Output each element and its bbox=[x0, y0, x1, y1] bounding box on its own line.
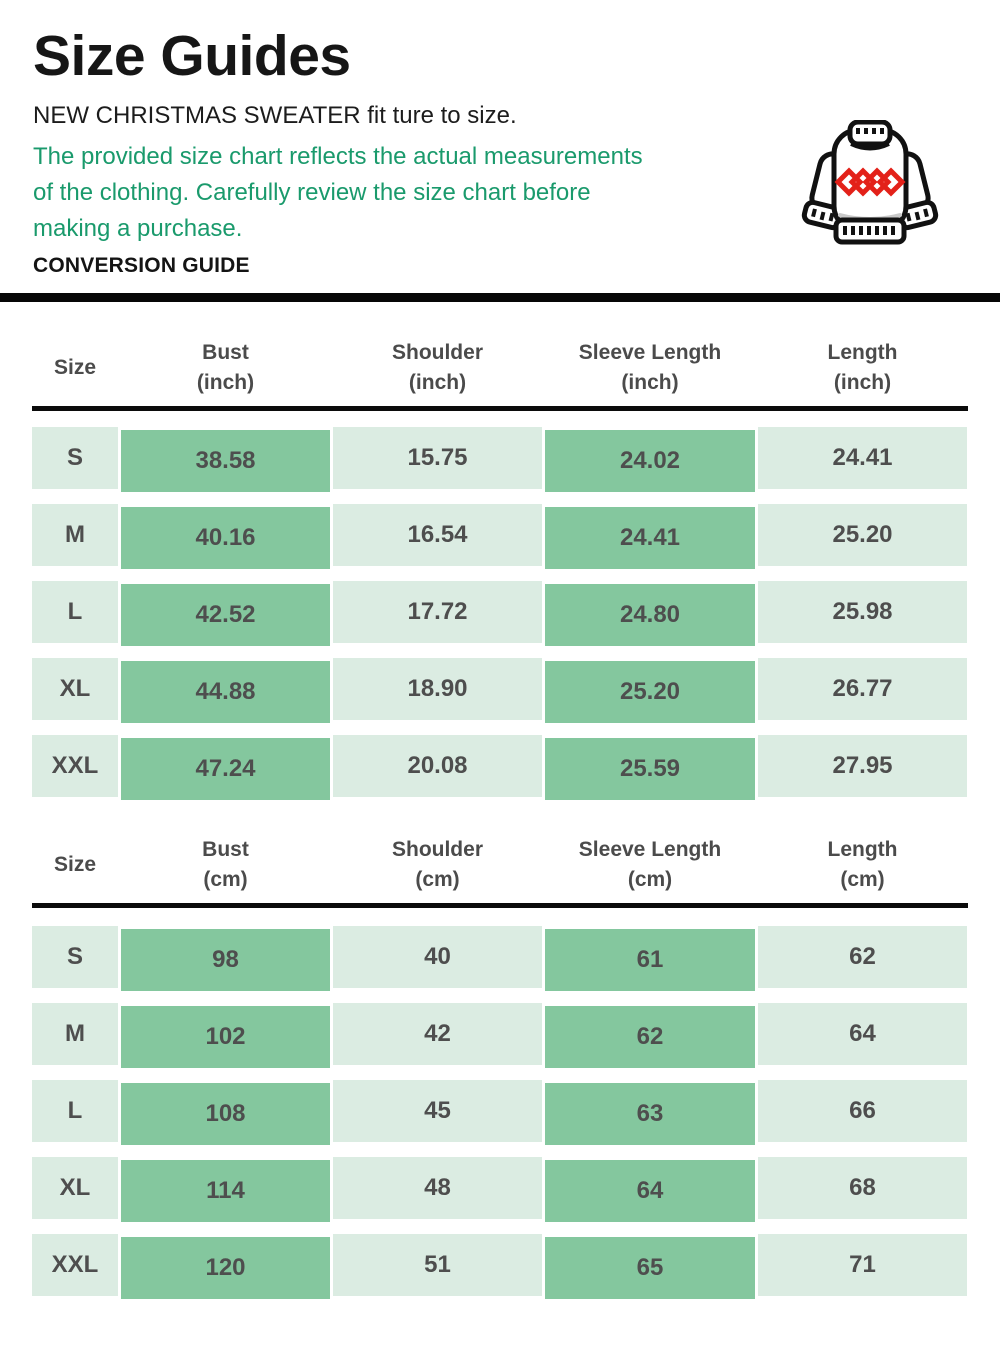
length-cell: 25.20 bbox=[758, 504, 967, 566]
length-cell: 24.41 bbox=[758, 427, 967, 489]
sleeve-length-cell: 61 bbox=[545, 929, 755, 991]
bust-cell: 38.58 bbox=[121, 430, 330, 492]
shoulder-cell: 18.90 bbox=[333, 658, 542, 720]
description-line: of the clothing. Carefully review the si… bbox=[33, 179, 591, 206]
length-cell: 26.77 bbox=[758, 658, 967, 720]
size-cell: L bbox=[32, 581, 118, 643]
length-cell: 64 bbox=[758, 1003, 967, 1065]
header-cell-size: Size bbox=[53, 852, 97, 876]
length-cell: 62 bbox=[758, 926, 967, 988]
length-cell: 25.98 bbox=[758, 581, 967, 643]
header-cell-shoulder: Shoulder (cm) bbox=[391, 837, 483, 891]
section-divider bbox=[0, 293, 1000, 302]
size-table-cm: Size Bust (cm) Shoulder (cm) Sleeve Leng… bbox=[32, 826, 968, 903]
table-row: S 38.58 15.75 24.02 24.41 bbox=[32, 427, 968, 492]
sleeve-length-cell: 62 bbox=[545, 1006, 755, 1068]
table-row: L 108 45 63 66 bbox=[32, 1080, 968, 1145]
table-row: S 98 40 61 62 bbox=[32, 926, 968, 991]
table-row: XXL 120 51 65 71 bbox=[32, 1234, 968, 1299]
header-cell-length: Length (inch) bbox=[827, 340, 898, 394]
shoulder-cell: 20.08 bbox=[333, 735, 542, 797]
shoulder-cell: 17.72 bbox=[333, 581, 542, 643]
size-cell: XL bbox=[32, 1157, 118, 1219]
table-row: M 40.16 16.54 24.41 25.20 bbox=[32, 504, 968, 569]
sleeve-length-cell: 25.59 bbox=[545, 738, 755, 800]
size-cell: L bbox=[32, 1080, 118, 1142]
shoulder-cell: 15.75 bbox=[333, 427, 542, 489]
size-chart-description: The provided size chart reflects the act… bbox=[33, 139, 800, 247]
conversion-guide-label: CONVERSION GUIDE bbox=[33, 254, 250, 277]
fit-subtitle: NEW CHRISTMAS SWEATER fit ture to size. bbox=[33, 102, 517, 129]
header-cell-sleeve-length: Sleeve Length (inch) bbox=[578, 340, 722, 394]
bust-cell: 98 bbox=[121, 929, 330, 991]
table-body-cm: S 98 40 61 62 M 102 42 62 64 L 108 45 63… bbox=[32, 926, 968, 1299]
shoulder-cell: 16.54 bbox=[333, 504, 542, 566]
length-cell: 71 bbox=[758, 1234, 967, 1296]
bust-cell: 40.16 bbox=[121, 507, 330, 569]
bust-cell: 44.88 bbox=[121, 661, 330, 723]
table-body-inch: S 38.58 15.75 24.02 24.41 M 40.16 16.54 … bbox=[32, 427, 968, 800]
length-cell: 68 bbox=[758, 1157, 967, 1219]
description-line: The provided size chart reflects the act… bbox=[33, 143, 643, 170]
shoulder-cell: 45 bbox=[333, 1080, 542, 1142]
size-cell: S bbox=[32, 926, 118, 988]
header-block: Size Guides NEW CHRISTMAS SWEATER fit tu… bbox=[0, 28, 1000, 279]
bust-cell: 47.24 bbox=[121, 738, 330, 800]
bust-cell: 102 bbox=[121, 1006, 330, 1068]
header-cell-sleeve-length: Sleeve Length (cm) bbox=[578, 837, 722, 891]
shoulder-cell: 40 bbox=[333, 926, 542, 988]
bust-cell: 114 bbox=[121, 1160, 330, 1222]
header-cell-bust: Bust (cm) bbox=[202, 837, 249, 891]
sleeve-length-cell: 64 bbox=[545, 1160, 755, 1222]
sleeve-length-cell: 24.02 bbox=[545, 430, 755, 492]
length-cell: 27.95 bbox=[758, 735, 967, 797]
header-cell-bust: Bust (inch) bbox=[196, 340, 255, 394]
bust-cell: 42.52 bbox=[121, 584, 330, 646]
shoulder-cell: 48 bbox=[333, 1157, 542, 1219]
size-table-inch: Size Bust (inch) Shoulder (inch) Sleeve … bbox=[32, 329, 968, 406]
size-cell: M bbox=[32, 504, 118, 566]
size-guide-page: Size Guides NEW CHRISTMAS SWEATER fit tu… bbox=[0, 28, 1000, 1359]
sleeve-length-cell: 24.41 bbox=[545, 507, 755, 569]
page-title: Size Guides bbox=[33, 24, 351, 88]
header-cell-size: Size bbox=[53, 355, 97, 379]
bust-cell: 120 bbox=[121, 1237, 330, 1299]
table-header-row: Size Bust (cm) Shoulder (cm) Sleeve Leng… bbox=[32, 826, 968, 903]
table-header-row: Size Bust (inch) Shoulder (inch) Sleeve … bbox=[32, 329, 968, 406]
header-underline bbox=[32, 406, 968, 411]
shoulder-cell: 51 bbox=[333, 1234, 542, 1296]
size-cell: XXL bbox=[32, 1234, 118, 1296]
sleeve-length-cell: 63 bbox=[545, 1083, 755, 1145]
sleeve-length-cell: 65 bbox=[545, 1237, 755, 1299]
bust-cell: 108 bbox=[121, 1083, 330, 1145]
header-cell-shoulder: Shoulder (inch) bbox=[391, 340, 483, 394]
size-cell: XXL bbox=[32, 735, 118, 797]
length-cell: 66 bbox=[758, 1080, 967, 1142]
table-row: M 102 42 62 64 bbox=[32, 1003, 968, 1068]
size-cell: M bbox=[32, 1003, 118, 1065]
table-row: XL 114 48 64 68 bbox=[32, 1157, 968, 1222]
table-row: XXL 47.24 20.08 25.59 27.95 bbox=[32, 735, 968, 800]
header-cell-length: Length (cm) bbox=[827, 837, 898, 891]
shoulder-cell: 42 bbox=[333, 1003, 542, 1065]
description-line: making a purchase. bbox=[33, 215, 243, 242]
table-row: XL 44.88 18.90 25.20 26.77 bbox=[32, 658, 968, 723]
sleeve-length-cell: 24.80 bbox=[545, 584, 755, 646]
table-row: L 42.52 17.72 24.80 25.98 bbox=[32, 581, 968, 646]
sleeve-length-cell: 25.20 bbox=[545, 661, 755, 723]
christmas-sweater-icon bbox=[800, 119, 945, 255]
size-cell: S bbox=[32, 427, 118, 489]
header-underline bbox=[32, 903, 968, 908]
size-cell: XL bbox=[32, 658, 118, 720]
